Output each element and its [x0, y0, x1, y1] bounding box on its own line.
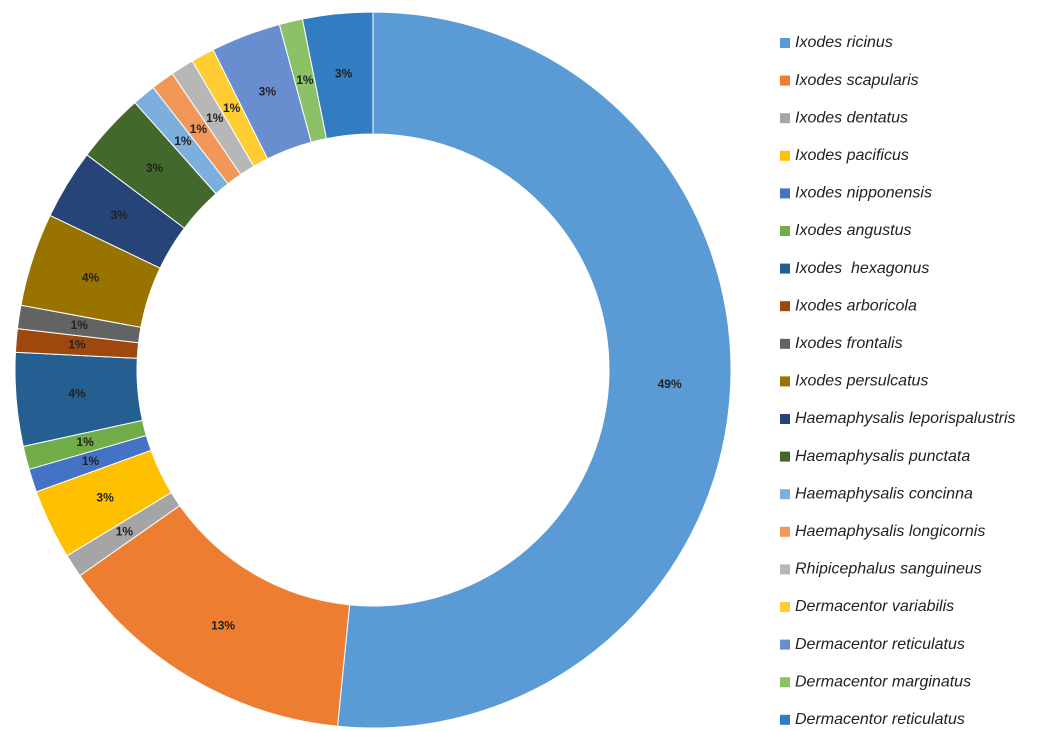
legend-swatch: [780, 526, 790, 537]
legend-swatch: [780, 38, 790, 48]
legend-swatch: [780, 188, 790, 199]
legend-swatch: [780, 451, 790, 462]
legend-swatch: [780, 602, 790, 612]
legend-swatch: [780, 489, 790, 500]
legend-label: Haemaphysalis leporispalustris: [795, 410, 1016, 427]
data-label: 1%: [71, 318, 89, 332]
data-label: 3%: [146, 161, 164, 175]
legend-label: Ixodes ricinus: [795, 34, 893, 51]
legend-label: Ixodes hexagonus: [795, 260, 929, 277]
legend-swatch: [780, 376, 790, 387]
donut-slice: [301, 11, 374, 140]
legend-label: Ixodes angustus: [795, 222, 912, 239]
data-label: 1%: [296, 73, 314, 87]
data-label: 1%: [76, 435, 94, 449]
legend-swatch: [780, 338, 790, 349]
legend-label: Dermacentor reticulatus: [795, 711, 965, 728]
legend-swatch: [780, 414, 790, 424]
legend-swatch: [780, 564, 790, 575]
legend-swatch: [780, 639, 790, 650]
data-label: 4%: [82, 270, 100, 284]
data-label: 1%: [68, 338, 86, 352]
data-label: 3%: [110, 208, 128, 222]
data-label: 3%: [96, 490, 114, 504]
data-label: 1%: [116, 525, 134, 539]
legend-swatch: [780, 150, 790, 161]
legend-label: Ixodes arboricola: [795, 297, 917, 314]
legend-label: Ixodes persulcatus: [795, 373, 928, 390]
legend-label: Dermacentor marginatus: [795, 673, 971, 690]
data-label: 1%: [82, 454, 100, 468]
legend-swatch: [780, 113, 790, 124]
legend-swatch: [780, 301, 790, 312]
data-label: 1%: [223, 101, 241, 115]
legend-label: Haemaphysalis punctata: [795, 448, 970, 465]
legend-label: Ixodes scapularis: [795, 72, 919, 89]
legend-swatch: [780, 75, 790, 86]
data-label: 3%: [335, 67, 353, 81]
data-label: 3%: [259, 85, 277, 99]
legend-label: Ixodes dentatus: [795, 109, 908, 126]
legend-label: Dermacentor reticulatus: [795, 636, 965, 653]
legend-swatch: [780, 714, 790, 725]
donut-slice: [336, 11, 732, 729]
data-label: 1%: [174, 134, 192, 148]
legend-label: Ixodes pacificus: [795, 147, 909, 164]
legend-label: Ixodes frontalis: [795, 335, 903, 352]
legend-swatch: [780, 677, 790, 688]
data-label: 4%: [68, 387, 86, 401]
data-label: 13%: [211, 619, 235, 633]
data-label: 1%: [190, 122, 208, 136]
legend-label: Haemaphysalis concinna: [795, 485, 973, 502]
legend-label: Haemaphysalis longicornis: [795, 523, 985, 540]
legend-swatch: [780, 226, 790, 236]
data-label: 49%: [658, 377, 682, 391]
legend-label: Dermacentor variabilis: [795, 598, 954, 615]
legend-label: Rhipicephalus sanguineus: [795, 561, 982, 578]
legend-swatch: [780, 263, 790, 274]
data-label: 1%: [206, 111, 224, 125]
legend-label: Ixodes nipponensis: [795, 185, 932, 202]
